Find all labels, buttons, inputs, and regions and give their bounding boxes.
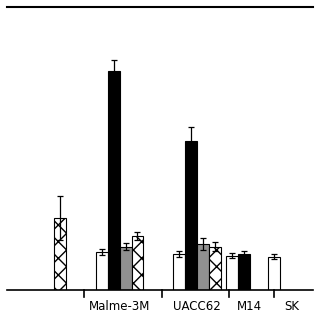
- Bar: [268, 257, 280, 290]
- Bar: [226, 256, 238, 290]
- Bar: [120, 246, 132, 290]
- Bar: [173, 254, 185, 290]
- Bar: [185, 141, 197, 290]
- Bar: [132, 236, 143, 290]
- Bar: [96, 252, 108, 290]
- Bar: [197, 244, 209, 290]
- Bar: [108, 71, 120, 290]
- Bar: [238, 254, 250, 290]
- Bar: [54, 218, 66, 290]
- Bar: [209, 246, 221, 290]
